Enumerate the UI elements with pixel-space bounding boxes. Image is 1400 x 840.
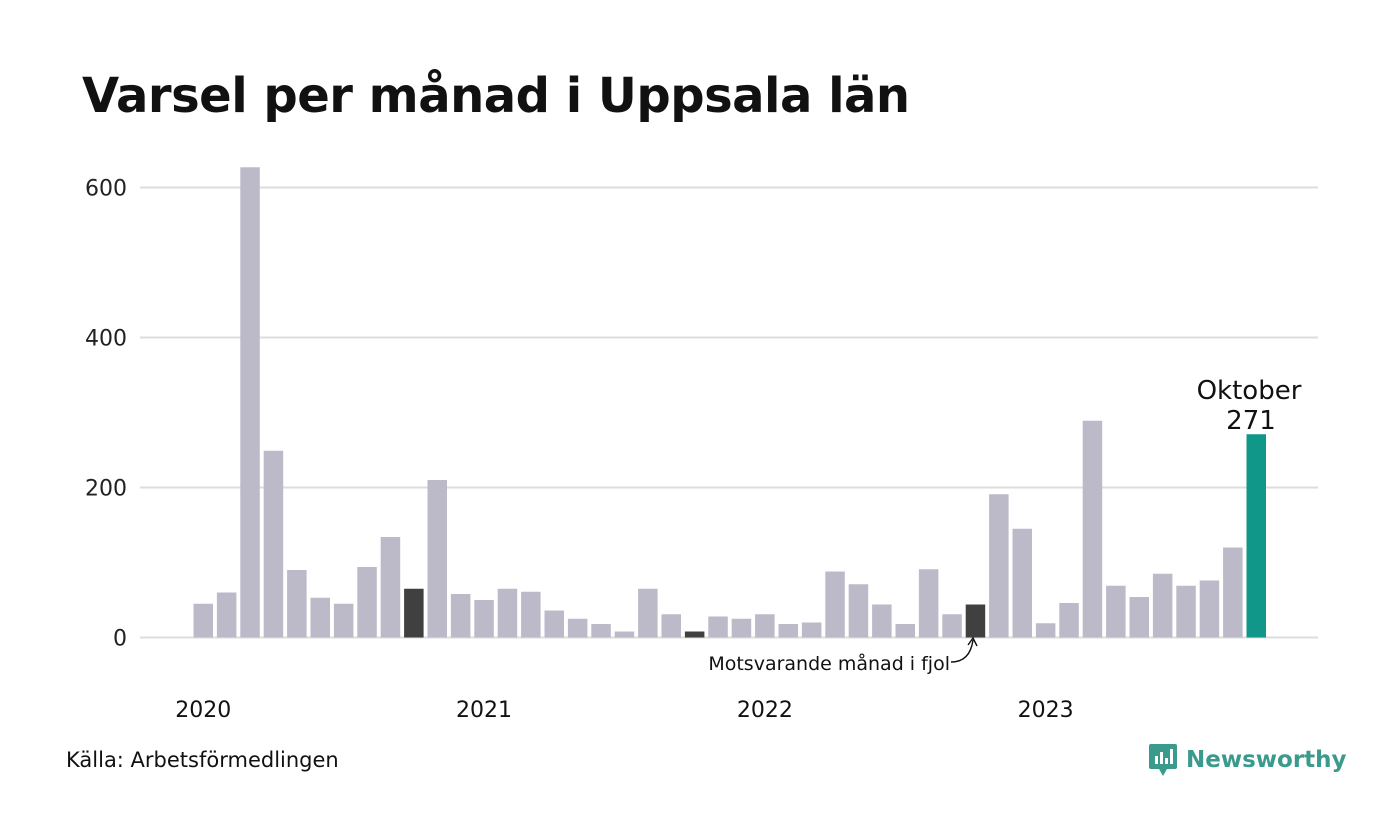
bar [287,570,307,638]
bar [778,624,798,638]
bar [1199,580,1220,638]
bar [848,584,869,638]
bar [521,591,541,638]
bar [380,537,401,638]
x-tick-label: 2023 [1018,698,1074,723]
bar [731,618,752,638]
annotation-arrow [950,639,974,663]
bar [1082,420,1103,638]
bar [614,631,635,638]
bar [1059,603,1079,638]
x-axis: 2020 2021 2022 2023 [175,698,1073,723]
bar [801,622,822,638]
annotations: Oktober 271 Motsvarande månad i fjol [708,376,1301,675]
bar [1176,585,1196,638]
newsworthy-logo-icon [1149,744,1177,776]
y-tick-label: 400 [85,327,127,352]
highlight-month-label: Oktober [1197,376,1302,406]
gridlines [140,186,1318,639]
bar [918,569,939,638]
bar-previous-year [684,631,705,638]
bar-current-month [1246,434,1266,638]
bar-previous-year [404,588,424,638]
bar [1035,623,1056,638]
bar [357,567,377,638]
source-note: Källa: Arbetsförmedlingen [66,748,339,772]
bar [1106,585,1126,638]
bar [708,616,728,638]
bar [544,610,564,638]
bar [825,571,845,638]
x-tick-label: 2022 [737,698,793,723]
chart-title: Varsel per månad i Uppsala län [82,68,910,124]
bar [1012,528,1032,638]
previous-year-annotation: Motsvarande månad i fjol [708,652,950,675]
bar [193,603,213,638]
bar [474,600,494,638]
bar [638,588,658,638]
bar-previous-year [965,604,986,638]
bar [240,167,260,638]
bar [216,592,237,638]
highlight-value-label: 271 [1226,406,1276,436]
bar [497,588,518,638]
bar [1223,547,1243,638]
bar [450,594,471,638]
bar [661,614,681,638]
bar [310,597,330,638]
bar-chart: 0 200 400 600 2020 2021 2022 2023 Oktober 271 … [85,167,1318,723]
bar [895,624,915,638]
x-tick-label: 2021 [456,698,512,723]
bar [989,494,1009,638]
y-tick-label: 200 [85,477,127,502]
bar [263,450,284,638]
annotation-arrowhead [967,636,978,647]
bar [872,604,892,638]
bar [755,614,775,638]
bar [1129,597,1149,638]
bar [427,480,447,638]
y-axis: 0 200 400 600 [85,177,127,652]
bar [1152,573,1173,638]
brand-logo: Newsworthy [1148,742,1347,778]
bar [591,624,611,638]
y-tick-label: 600 [85,177,127,202]
brand-name: Newsworthy [1186,747,1347,773]
bar [942,614,962,638]
bar [567,618,588,638]
y-tick-label: 0 [113,627,127,652]
bars [193,167,1266,638]
bar [333,603,354,638]
x-tick-label: 2020 [175,698,231,723]
